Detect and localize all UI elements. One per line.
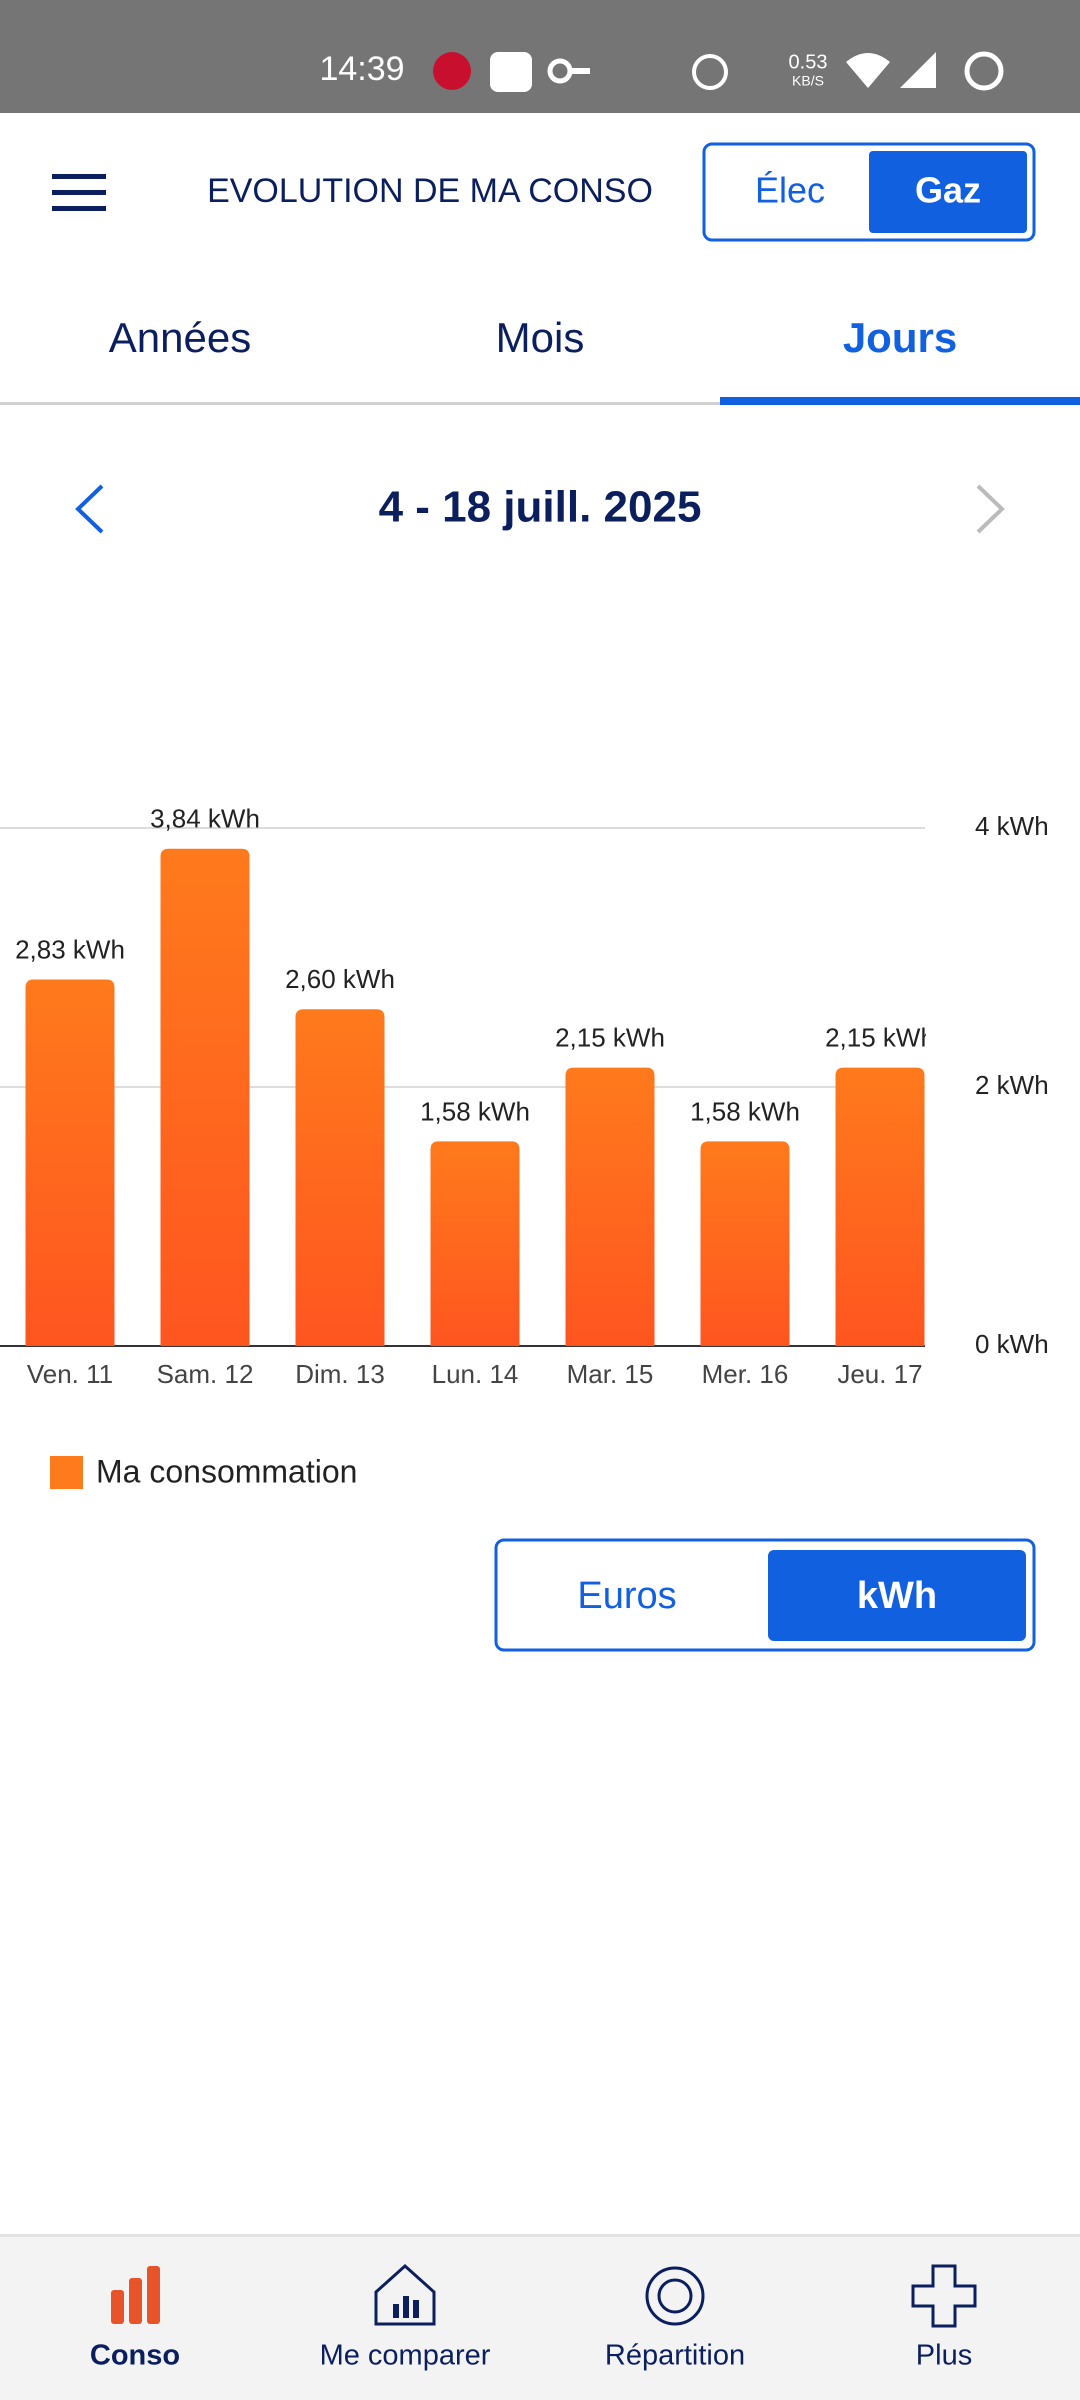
status-icon: [568, 68, 590, 74]
legend-swatch: [50, 1456, 83, 1489]
status-icon: [692, 54, 728, 90]
bar: [295, 1009, 385, 1346]
x-tick-label: Jeu. 17: [837, 1359, 922, 1389]
signal-icon: [900, 52, 936, 88]
battery-icon: [964, 51, 1004, 91]
tab[interactable]: Années: [109, 314, 251, 361]
tab-divider: [0, 402, 1080, 405]
bar: [565, 1067, 655, 1346]
nav-item[interactable]: Conso: [90, 2266, 180, 2372]
energy-option[interactable]: Gaz: [915, 170, 981, 211]
x-tick-label: Lun. 14: [432, 1359, 519, 1389]
nav-label: Me comparer: [320, 2340, 491, 2372]
value-label: 2,15 kWh: [825, 1022, 935, 1052]
value-label: 2,60 kWh: [285, 964, 395, 994]
net-speed: 0.53: [789, 51, 828, 73]
net-unit: KB/S: [792, 73, 824, 89]
legend-label: Ma consommation: [96, 1453, 357, 1489]
unit-toggle-selected: [768, 1550, 1026, 1641]
status-icon: [490, 52, 532, 92]
status-icon: [433, 52, 471, 90]
header-title: EVOLUTION DE MA CONSO: [207, 172, 653, 210]
bottom-nav-border: [0, 2234, 1080, 2237]
y-tick-label: 0 kWh: [975, 1329, 1049, 1359]
bottom-nav: [0, 2236, 1080, 2400]
energy-option[interactable]: Élec: [755, 170, 825, 211]
bar: [700, 1141, 790, 1346]
tab[interactable]: Jours: [843, 314, 957, 361]
y-tick-label: 4 kWh: [975, 811, 1049, 841]
nav-label: Répartition: [605, 2340, 745, 2372]
value-label: 2,15 kWh: [555, 1022, 665, 1052]
x-tick-label: Ven. 11: [27, 1359, 113, 1389]
value-label: 3,84 kWh: [150, 804, 260, 834]
period: 4 - 18 juill. 2025: [379, 483, 702, 532]
unit-option[interactable]: kWh: [857, 1575, 937, 1617]
x-tick-label: Mar. 15: [567, 1359, 654, 1389]
nav-label: Plus: [916, 2340, 972, 2372]
bar: [25, 979, 115, 1346]
nav-item[interactable]: Me comparer: [320, 2263, 491, 2372]
next-button[interactable]: [976, 484, 1005, 534]
y-tick-label: 2 kWh: [975, 1070, 1049, 1100]
energy-toggle-selected: [869, 151, 1027, 233]
tab-indicator: [720, 397, 1080, 405]
x-tick-label: Mer. 16: [702, 1359, 789, 1389]
wifi-icon: [846, 53, 890, 88]
x-tick-label: Dim. 13: [295, 1359, 385, 1389]
nav-item[interactable]: Plus: [911, 2264, 977, 2372]
x-tick-label: Sam. 12: [157, 1359, 254, 1389]
bar: [835, 1067, 925, 1346]
status-time: 14:39: [319, 50, 404, 88]
value-label: 1,58 kWh: [420, 1096, 530, 1126]
prev-button[interactable]: [75, 484, 104, 534]
nav-item[interactable]: Répartition: [605, 2266, 745, 2372]
nav-label: Conso: [90, 2340, 180, 2372]
unit-option[interactable]: Euros: [577, 1575, 676, 1617]
bar: [430, 1141, 520, 1346]
value-label: 1,58 kWh: [690, 1096, 800, 1126]
bar: [160, 848, 250, 1346]
menu-button[interactable]: [52, 174, 106, 211]
tab[interactable]: Mois: [496, 314, 585, 361]
chart: 0 kWh 2 kWh 4 kWh 2,83 kWh Ven. 11 3,84 kWh Sa…: [0, 804, 1049, 1389]
status-bar: [0, 0, 1080, 113]
value-label: 2,83 kWh: [15, 934, 125, 964]
